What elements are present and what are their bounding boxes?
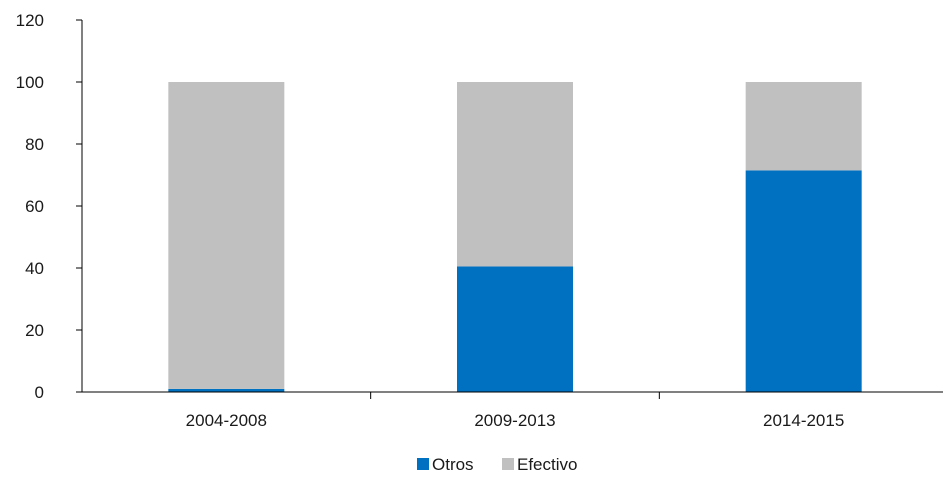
axes-layer: 0 20 40 60 80 100 120 2004-2008 2009-2013 2014-20… <box>16 11 943 430</box>
legend-swatch-otros <box>417 458 429 470</box>
y-tick-label: 0 <box>35 383 44 402</box>
y-tick-label: 80 <box>25 135 44 154</box>
bar-efectivo-2014-2015 <box>745 82 862 171</box>
legend-swatch-efectivo <box>502 458 514 470</box>
bar-efectivo-2009-2013 <box>457 82 573 267</box>
bar-otros-2014-2015 <box>745 170 862 392</box>
y-tick-label: 40 <box>25 259 44 278</box>
legend-label-otros: Otros <box>432 455 474 474</box>
legend: Otros Efectivo <box>417 455 577 474</box>
bar-otros-2004-2008 <box>168 388 285 392</box>
x-tick-label: 2014-2015 <box>763 411 844 430</box>
y-tick-label: 120 <box>16 11 44 30</box>
y-tick-label: 100 <box>16 73 44 92</box>
legend-label-efectivo: Efectivo <box>517 455 577 474</box>
y-tick-label: 20 <box>25 321 44 340</box>
bar-otros-2009-2013 <box>457 266 573 392</box>
bars-layer <box>168 82 862 392</box>
x-tick-label: 2004-2008 <box>186 411 267 430</box>
bar-efectivo-2004-2008 <box>168 82 285 389</box>
x-tick-label: 2009-2013 <box>474 411 555 430</box>
y-tick-label: 60 <box>25 197 44 216</box>
